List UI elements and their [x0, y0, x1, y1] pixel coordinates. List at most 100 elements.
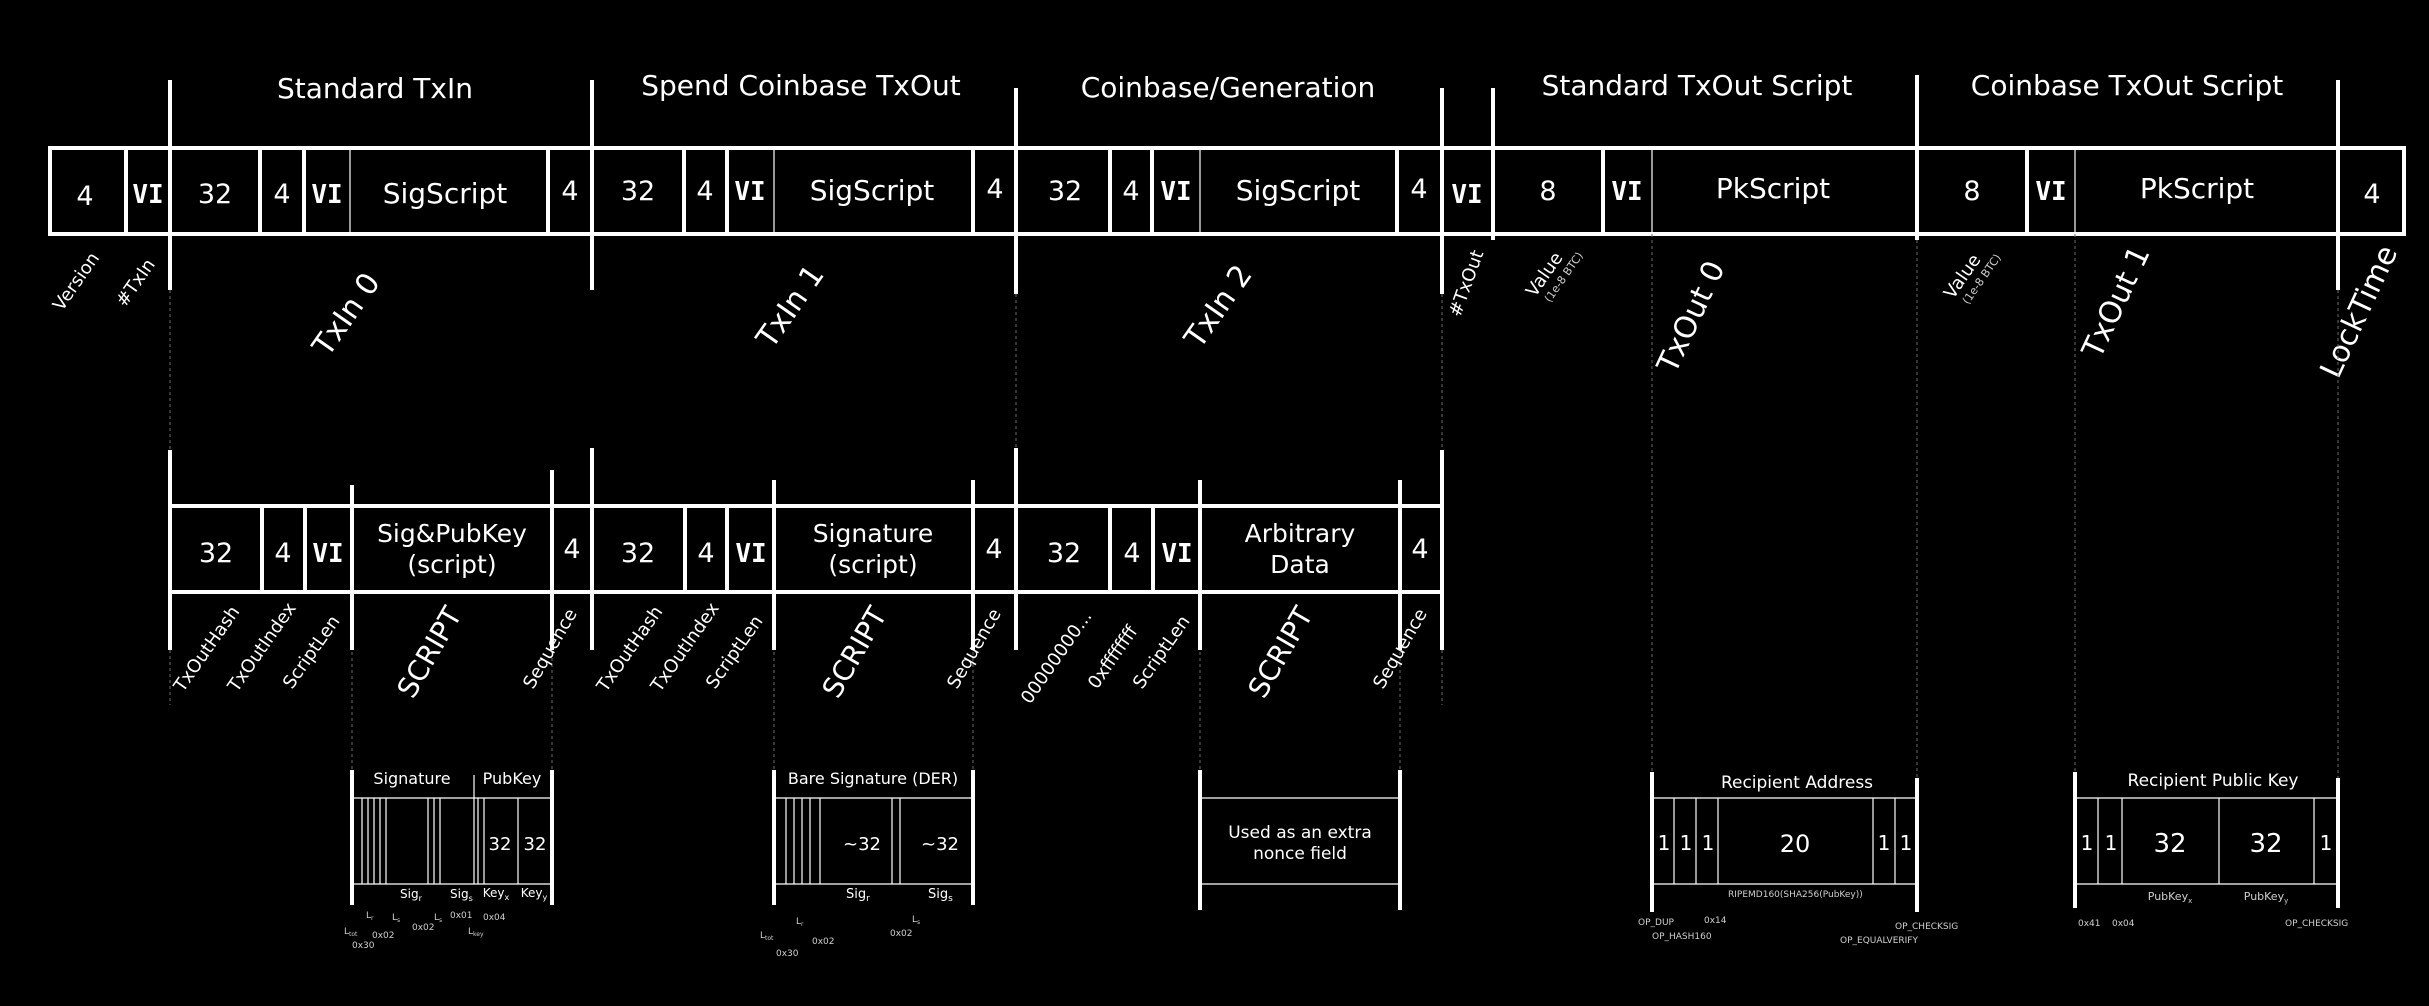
txin0-sigscript: SigScript: [383, 177, 508, 210]
detail-l-tot: Ltot: [344, 927, 358, 938]
section-dividers: [168, 75, 2340, 294]
detail-ra-op-dup-size: 1: [1658, 831, 1671, 855]
txin0-sequence-size: 4: [561, 176, 578, 207]
mid-labels: TxOutHash TxOutIndex ScriptLen SCRIPT Se…: [169, 598, 1431, 707]
detail-l-r-main: L: [366, 911, 371, 921]
mid-txin1-index: 4: [697, 538, 714, 569]
detail-key-x-main: Key: [483, 886, 505, 900]
detail-key-y-sub: y: [543, 893, 548, 902]
detail-rp-pubkey-x-main: PubKey: [2148, 890, 2189, 903]
label-txout-count: #TxOut: [1445, 247, 1488, 319]
detail-ripemd: RIPEMD160(SHA256(PubKey)): [1728, 890, 1863, 900]
detail-ra-hash-size: 20: [1780, 830, 1811, 858]
detail-l-r: Lr: [366, 911, 374, 922]
detail-bare-l-tot-sub: tot: [765, 935, 774, 942]
detail-l-tot-sub: tot: [349, 931, 358, 938]
mid-txin1-sequence: 4: [985, 534, 1002, 565]
detail-bare-hex-02-a: 0x02: [812, 937, 835, 947]
label-version: Version: [49, 249, 104, 315]
detail-extra-nonce-line1: Used as an extra: [1228, 823, 1372, 843]
label-locktime: LockTime: [2314, 240, 2406, 383]
detail-bare-signature: Bare Signature (DER) ~32 ~32 Sigr Sigs L…: [760, 769, 975, 959]
txin2-index-size: 4: [1122, 176, 1139, 207]
label-txin1: TxIn 1: [749, 259, 831, 356]
version-size: 4: [76, 181, 93, 212]
detail-op-checksig-a: OP_CHECKSIG: [1895, 922, 1958, 932]
mid-signature-line2: (script): [828, 550, 917, 579]
label-zero-hash: 00000000...: [1017, 607, 1097, 708]
label-script-len-2: ScriptLen: [1129, 612, 1195, 693]
txout1-pkscript: PkScript: [2140, 172, 2254, 205]
txin1-index-size: 4: [696, 176, 713, 207]
detail-l-s-main: L: [392, 913, 397, 923]
section-title-standard-txout: Standard TxOut Script: [1542, 69, 1853, 102]
mid-txin0-index: 4: [274, 538, 291, 569]
detail-rp-x-size: 32: [2153, 829, 2186, 859]
locktime-size: 4: [2363, 179, 2380, 210]
mid-txin1-vi: VI: [735, 539, 766, 569]
detail-bare-hex-02-b: 0x02: [890, 929, 913, 939]
detail-extra-nonce: Used as an extra nonce field: [1198, 770, 1402, 910]
mid-txin2-sequence: 4: [1411, 534, 1428, 565]
detail-op-hash160: OP_HASH160: [1652, 932, 1712, 942]
detail-rp-pubkey-y: PubKeyy: [2244, 890, 2289, 905]
txin1-sigscript: SigScript: [810, 174, 935, 207]
detail-signature-header: Signature: [373, 769, 450, 788]
detail-pubkey-header: PubKey: [483, 769, 542, 788]
section-title-coinbase-generation: Coinbase/Generation: [1081, 71, 1376, 104]
txin2-sigscript: SigScript: [1236, 174, 1361, 207]
txin1-hash-size: 32: [621, 176, 655, 207]
detail-l-s2: Ls: [434, 913, 442, 924]
detail-l-r-sub: r: [371, 915, 374, 922]
detail-key-y-main: Key: [521, 886, 543, 900]
mid-row: 32 4 VI Sig&PubKey (script) 4 32 4 VI Si…: [168, 448, 1444, 650]
txout0-vi: VI: [1611, 177, 1642, 207]
txout0-value-size: 8: [1539, 176, 1556, 207]
label-script-0: SCRIPT: [390, 600, 469, 703]
detail-bare-l-r: Lr: [796, 917, 804, 928]
detail-rp-push-size: 1: [2081, 831, 2094, 855]
txout1-vi: VI: [2035, 177, 2066, 207]
detail-rp-y-size: 32: [2249, 829, 2282, 859]
txin0-vi: VI: [311, 180, 342, 210]
label-script-1: SCRIPT: [815, 600, 894, 703]
detail-bare-sig-s-sub: s: [948, 894, 953, 904]
detail-rp-prefix-size: 1: [2105, 831, 2118, 855]
detail-bare-sig-header: Bare Signature (DER): [788, 769, 958, 788]
mid-txin2-hash: 32: [1047, 538, 1081, 569]
mid-txin0-hash: 32: [199, 538, 233, 569]
detail-hex-04: 0x04: [483, 913, 506, 923]
mid-txin2-index: 4: [1123, 538, 1140, 569]
mid-txin1-hash: 32: [621, 538, 655, 569]
detail-sig-pubkey: Signature PubKey 32 32 Sigr Sigs Keyx Ke…: [344, 769, 554, 951]
txin0-hash-size: 32: [198, 179, 232, 210]
detail-approx-s: ~32: [921, 834, 959, 855]
detail-l-key-sub: key: [473, 931, 484, 938]
detail-sig-r: Sigr: [400, 887, 423, 903]
detail-bare-l-s: Ls: [912, 915, 920, 926]
detail-ra-push-size: 1: [1702, 831, 1715, 855]
label-txin2: TxIn 2: [1177, 259, 1259, 356]
detail-rp-pubkey-y-sub: y: [2284, 897, 2288, 905]
txout1-value-size: 8: [1963, 176, 1980, 207]
detail-hex-30: 0x30: [352, 941, 375, 951]
txin-count-vi: VI: [132, 180, 163, 210]
detail-sig-s: Sigs: [450, 887, 473, 903]
detail-bare-l-s-sub: s: [917, 919, 920, 926]
detail-recipient-address-header: Recipient Address: [1721, 773, 1873, 793]
detail-op-checksig-b: OP_CHECKSIG: [2285, 919, 2348, 929]
detail-l-s2-sub: s: [439, 917, 442, 924]
detail-hex-14: 0x14: [1704, 916, 1727, 926]
mid-txin2-vi: VI: [1161, 539, 1192, 569]
detail-sig-r-main: Sig: [400, 887, 419, 901]
section-title-coinbase-txout: Coinbase TxOut Script: [1971, 69, 2283, 102]
detail-rp-pubkey-x-sub: x: [2188, 897, 2192, 905]
detail-ra-op-hash160-size: 1: [1680, 831, 1693, 855]
txout-count-vi: VI: [1451, 180, 1482, 210]
detail-sig-s-main: Sig: [450, 887, 469, 901]
detail-bare-hex-30: 0x30: [776, 949, 799, 959]
detail-rp-pubkey-x: PubKeyx: [2148, 890, 2193, 905]
mid-arbitrary-line2: Data: [1270, 550, 1330, 579]
detail-key-y-size: 32: [524, 834, 547, 855]
